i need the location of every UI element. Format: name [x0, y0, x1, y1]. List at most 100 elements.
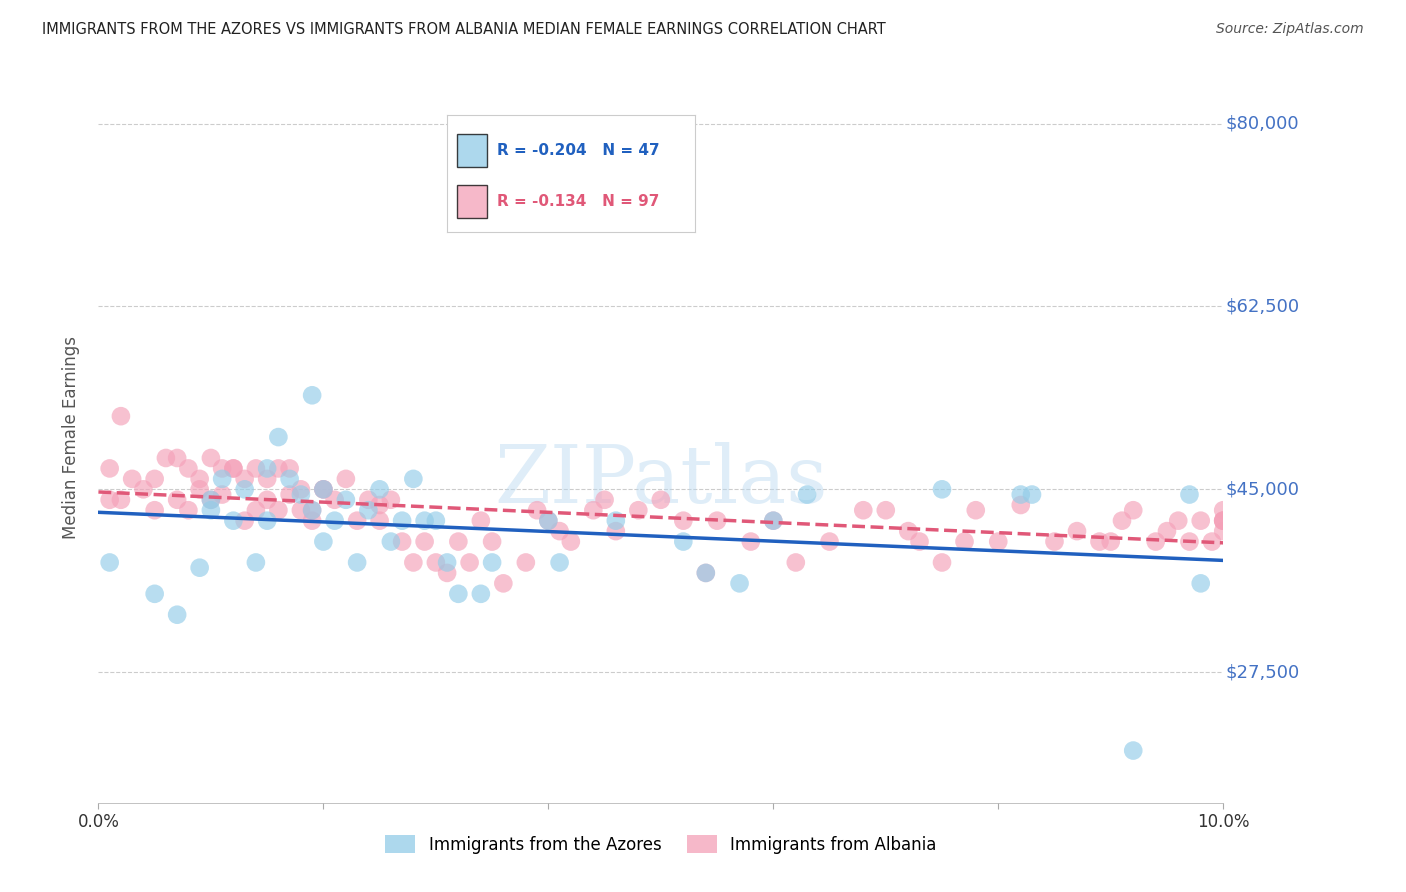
Immigrants from Albania: [121, 472, 143, 486]
Immigrants from Albania: [278, 461, 301, 475]
Immigrants from the Azores: [447, 587, 470, 601]
Immigrants from the Azores: [548, 556, 571, 570]
Immigrants from Albania: [368, 514, 391, 528]
Immigrants from Albania: [582, 503, 605, 517]
Immigrants from Albania: [672, 514, 695, 528]
Immigrants from Albania: [1212, 514, 1234, 528]
Immigrants from Albania: [290, 483, 312, 497]
Immigrants from Albania: [695, 566, 717, 580]
Immigrants from Albania: [1066, 524, 1088, 538]
Immigrants from Albania: [818, 534, 841, 549]
Immigrants from the Azores: [1122, 743, 1144, 757]
Immigrants from Albania: [267, 461, 290, 475]
Immigrants from the Azores: [1178, 487, 1201, 501]
Text: ZIPatlas: ZIPatlas: [494, 442, 828, 520]
Immigrants from Albania: [132, 483, 155, 497]
Immigrants from the Azores: [481, 556, 503, 570]
Immigrants from Albania: [166, 492, 188, 507]
Immigrants from the Azores: [931, 483, 953, 497]
Immigrants from Albania: [312, 483, 335, 497]
Immigrants from Albania: [256, 472, 278, 486]
Immigrants from the Azores: [346, 556, 368, 570]
Immigrants from Albania: [177, 461, 200, 475]
Immigrants from Albania: [897, 524, 920, 538]
Text: Source: ZipAtlas.com: Source: ZipAtlas.com: [1216, 22, 1364, 37]
Immigrants from Albania: [200, 450, 222, 465]
Immigrants from Albania: [301, 514, 323, 528]
Immigrants from the Azores: [762, 514, 785, 528]
Immigrants from the Azores: [537, 514, 560, 528]
Immigrants from Albania: [211, 461, 233, 475]
Text: $45,000: $45,000: [1226, 480, 1299, 499]
Immigrants from the Azores: [267, 430, 290, 444]
Immigrants from Albania: [391, 534, 413, 549]
Immigrants from Albania: [706, 514, 728, 528]
Immigrants from Albania: [245, 503, 267, 517]
Immigrants from Albania: [1144, 534, 1167, 549]
Immigrants from the Azores: [166, 607, 188, 622]
Immigrants from Albania: [245, 461, 267, 475]
Immigrants from Albania: [222, 461, 245, 475]
Immigrants from Albania: [740, 534, 762, 549]
Immigrants from Albania: [1167, 514, 1189, 528]
Immigrants from Albania: [447, 534, 470, 549]
Immigrants from Albania: [492, 576, 515, 591]
Immigrants from Albania: [650, 492, 672, 507]
Immigrants from Albania: [931, 556, 953, 570]
Immigrants from Albania: [560, 534, 582, 549]
Immigrants from Albania: [526, 503, 548, 517]
Immigrants from Albania: [1212, 524, 1234, 538]
Immigrants from Albania: [143, 503, 166, 517]
Immigrants from Albania: [908, 534, 931, 549]
Text: $62,500: $62,500: [1226, 297, 1299, 316]
Text: $27,500: $27,500: [1226, 663, 1299, 681]
Immigrants from Albania: [380, 492, 402, 507]
Immigrants from Albania: [98, 461, 121, 475]
Immigrants from Albania: [188, 472, 211, 486]
Immigrants from Albania: [1099, 534, 1122, 549]
Immigrants from Albania: [177, 503, 200, 517]
Immigrants from the Azores: [98, 556, 121, 570]
Immigrants from Albania: [436, 566, 458, 580]
Immigrants from the Azores: [312, 483, 335, 497]
Immigrants from Albania: [413, 534, 436, 549]
Immigrants from Albania: [188, 483, 211, 497]
Immigrants from the Azores: [222, 514, 245, 528]
Immigrants from the Azores: [256, 461, 278, 475]
Immigrants from Albania: [470, 514, 492, 528]
Immigrants from Albania: [627, 503, 650, 517]
Y-axis label: Median Female Earnings: Median Female Earnings: [62, 335, 80, 539]
Immigrants from Albania: [233, 514, 256, 528]
Immigrants from Albania: [1010, 498, 1032, 512]
Immigrants from the Azores: [413, 514, 436, 528]
Immigrants from Albania: [290, 503, 312, 517]
Immigrants from Albania: [1088, 534, 1111, 549]
Immigrants from Albania: [335, 472, 357, 486]
Immigrants from Albania: [458, 556, 481, 570]
Immigrants from Albania: [143, 472, 166, 486]
Immigrants from the Azores: [143, 587, 166, 601]
Immigrants from the Azores: [1021, 487, 1043, 501]
Immigrants from the Azores: [391, 514, 413, 528]
Immigrants from Albania: [267, 503, 290, 517]
Immigrants from the Azores: [245, 556, 267, 570]
Immigrants from Albania: [278, 487, 301, 501]
Immigrants from Albania: [515, 556, 537, 570]
Immigrants from Albania: [211, 487, 233, 501]
Immigrants from the Azores: [290, 487, 312, 501]
Text: IMMIGRANTS FROM THE AZORES VS IMMIGRANTS FROM ALBANIA MEDIAN FEMALE EARNINGS COR: IMMIGRANTS FROM THE AZORES VS IMMIGRANTS…: [42, 22, 886, 37]
Immigrants from the Azores: [256, 514, 278, 528]
Immigrants from the Azores: [211, 472, 233, 486]
Immigrants from the Azores: [380, 534, 402, 549]
Immigrants from Albania: [155, 450, 177, 465]
Immigrants from the Azores: [425, 514, 447, 528]
Immigrants from Albania: [301, 503, 323, 517]
Immigrants from Albania: [481, 534, 503, 549]
Immigrants from the Azores: [470, 587, 492, 601]
Immigrants from Albania: [1111, 514, 1133, 528]
Immigrants from the Azores: [436, 556, 458, 570]
Immigrants from the Azores: [278, 472, 301, 486]
Immigrants from the Azores: [188, 560, 211, 574]
Immigrants from Albania: [323, 492, 346, 507]
Immigrants from Albania: [110, 409, 132, 424]
